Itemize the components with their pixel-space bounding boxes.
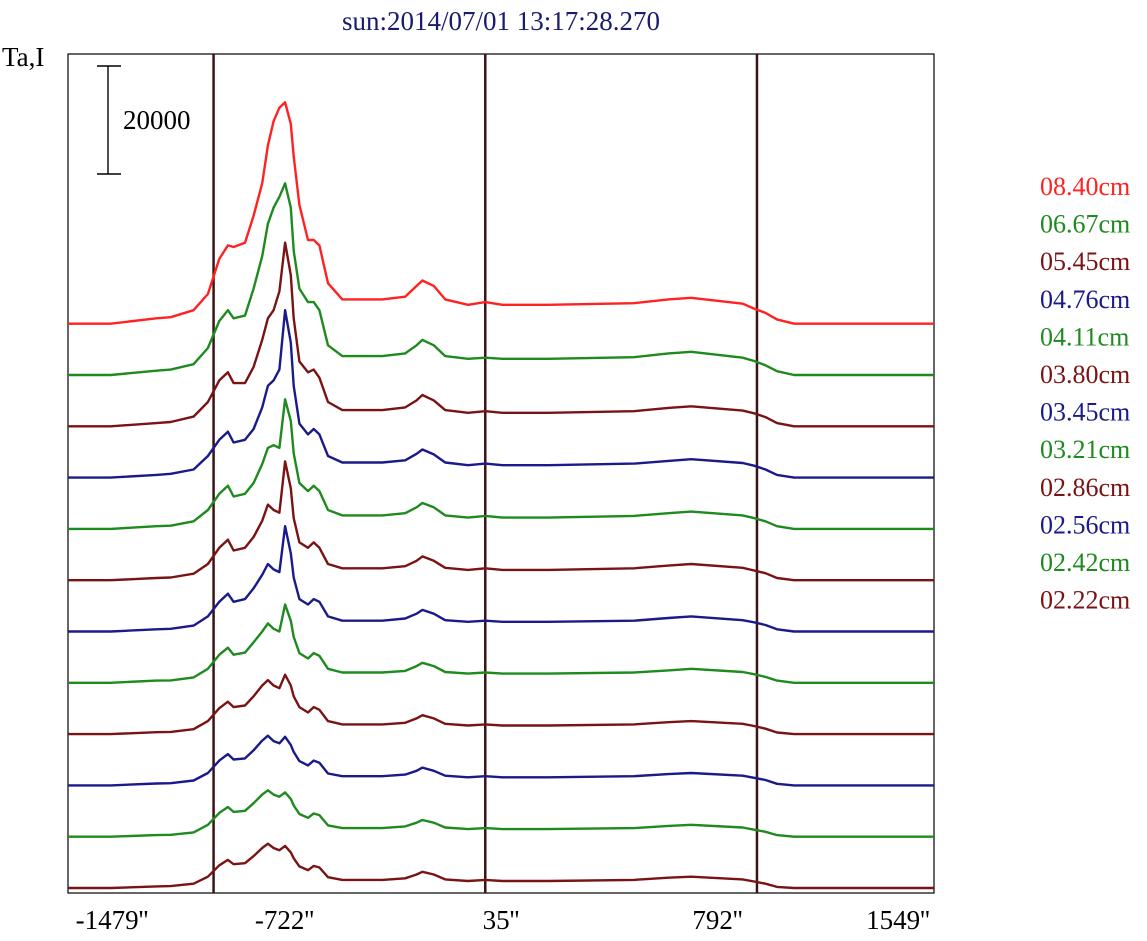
vertical-markers [212,54,759,893]
series-line-02.56cm [68,734,934,787]
legend-entry: 05.45cm [1040,247,1130,276]
x-tick-label: 35'' [483,905,520,935]
x-tick-label: -722'' [255,905,314,935]
x-tick-label: 1549'' [866,905,930,935]
series-line-02.42cm [68,789,934,838]
series-group [68,101,934,890]
series-line-08.40cm [68,101,934,325]
series-line-04.11cm [68,398,934,531]
series-line-03.45cm [68,525,934,633]
scale-bar-label: 20000 [123,105,191,135]
series-line-06.67cm [68,182,934,377]
x-axis-ticks: -1479'' -722'' 35'' 792'' 1549'' [76,905,930,935]
legend-entry: 02.22cm [1040,586,1130,615]
x-tick-label: -1479'' [76,905,149,935]
y-axis-label: Ta,I [2,42,44,72]
series-line-04.76cm [68,309,934,479]
x-tick-label: 792'' [692,905,742,935]
plot-frame [67,53,935,894]
legend-entry: 02.86cm [1040,473,1130,502]
legend-entry: 02.42cm [1040,548,1130,577]
legend-entry: 03.45cm [1040,398,1130,427]
chart-title: sun:2014/07/01 13:17:28.270 [342,6,660,36]
legend-entry: 02.56cm [1040,510,1130,539]
legend-entry: 06.67cm [1040,210,1130,239]
legend-entry: 08.40cm [1040,172,1130,201]
legend-entry: 04.11cm [1040,322,1129,351]
legend-entry: 03.21cm [1040,435,1130,464]
series-line-02.86cm [68,673,934,736]
series-line-03.80cm [68,460,934,582]
series-line-05.45cm [68,241,934,428]
scale-bar: 20000 [97,65,191,175]
series-line-03.21cm [68,603,934,684]
legend: 08.40cm 06.67cm 05.45cm 04.76cm 04.11cm 03.80… [1040,172,1130,615]
series-line-02.22cm [68,842,934,890]
legend-entry: 03.80cm [1040,360,1130,389]
legend-entry: 04.76cm [1040,285,1130,314]
